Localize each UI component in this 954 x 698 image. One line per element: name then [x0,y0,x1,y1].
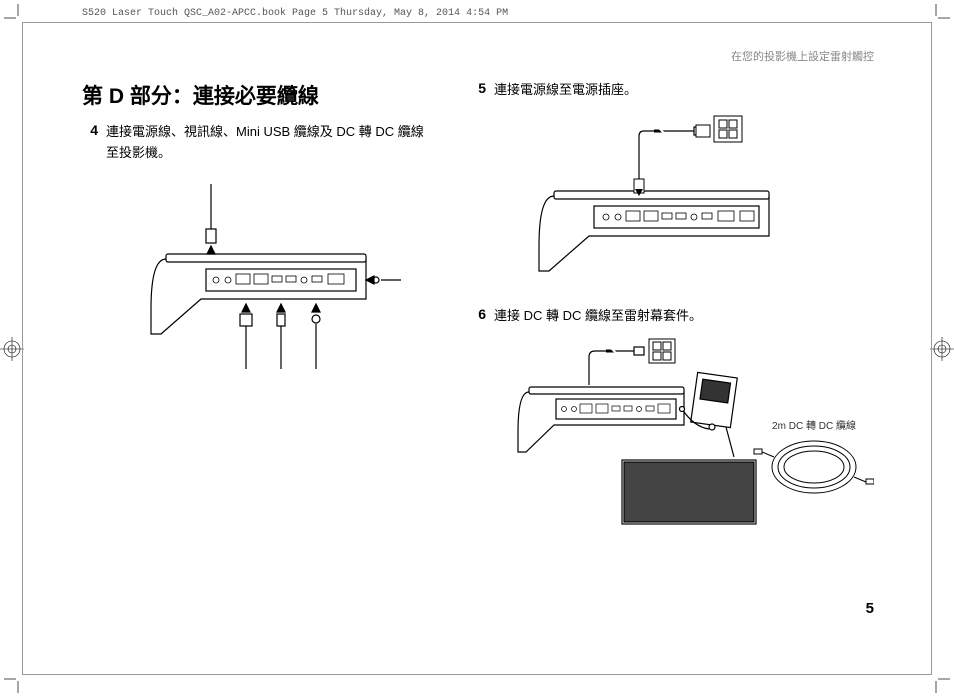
crop-mark-tr [930,4,950,24]
step-number: 5 [470,80,494,101]
crop-mark-br [930,673,950,693]
page-header: S520 Laser Touch QSC_A02-APCC.book Page … [82,8,508,19]
section-title: 第 D 部分：連接必要纜線 [82,80,430,110]
step-number: 4 [82,122,106,164]
illustration-step6: 2m DC 轉 DC 纜線 [494,337,874,532]
step-text: 連接電源線、視訊線、Mini USB 纜線及 DC 轉 DC 纜線至投影機。 [106,122,430,164]
step-6: 6 連接 DC 轉 DC 纜線至雷射幕套件。 [470,306,874,327]
cable-label: 2m DC 轉 DC 纜線 [772,419,856,432]
step-number: 6 [470,306,494,327]
registration-mark-left [0,337,24,361]
illustration-step4 [106,174,430,379]
crop-mark-tl [4,4,24,24]
step-text: 連接電源線至電源插座。 [494,80,874,101]
breadcrumb: 在您的投影機上設定雷射觸控 [731,48,874,64]
left-column: 第 D 部分：連接必要纜線 4 連接電源線、視訊線、Mini USB 纜線及 D… [82,80,430,637]
registration-mark-right [930,337,954,361]
step-5: 5 連接電源線至電源插座。 [470,80,874,101]
right-column: 5 連接電源線至電源插座。 [470,80,874,637]
page-number: 5 [866,600,874,617]
content-area: 第 D 部分：連接必要纜線 4 連接電源線、視訊線、Mini USB 纜線及 D… [82,80,874,637]
step-4: 4 連接電源線、視訊線、Mini USB 纜線及 DC 轉 DC 纜線至投影機。 [82,122,430,164]
illustration-step5 [494,111,874,286]
crop-mark-bl [4,673,24,693]
step-text: 連接 DC 轉 DC 纜線至雷射幕套件。 [494,306,874,327]
